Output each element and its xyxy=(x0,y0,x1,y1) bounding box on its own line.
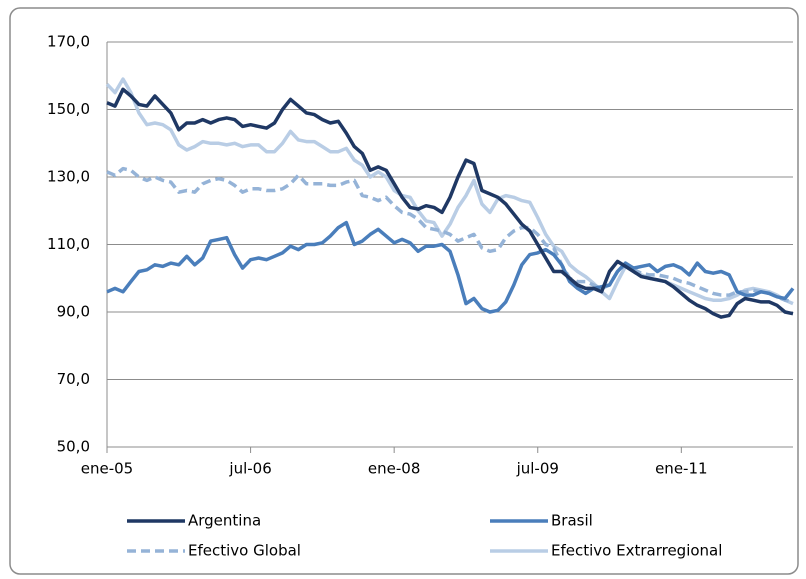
series-line xyxy=(106,166,794,304)
legend-label: Argentina xyxy=(188,512,261,530)
x-tick-label: ene-05 xyxy=(81,460,133,478)
x-tick-label: ene-08 xyxy=(368,460,420,478)
legend-label: Efectivo Global xyxy=(188,542,301,560)
chart-frame xyxy=(9,7,799,575)
x-tick-label: ene-11 xyxy=(655,460,707,478)
y-tick-label: 50,0 xyxy=(57,438,90,456)
legend-label: Brasil xyxy=(551,512,593,530)
y-tick-label: 90,0 xyxy=(57,303,90,321)
y-tick-label: 70,0 xyxy=(57,370,90,388)
series-line xyxy=(106,87,794,319)
y-tick-label: 150,0 xyxy=(47,100,90,118)
y-tick-label: 170,0 xyxy=(47,33,90,51)
y-tick-label: 130,0 xyxy=(47,168,90,186)
legend-label: Efectivo Extrarregional xyxy=(551,542,722,560)
x-tick-label: jul-06 xyxy=(228,460,271,478)
series-line xyxy=(106,220,795,314)
series-line xyxy=(105,77,794,306)
y-tick-label: 110,0 xyxy=(47,235,90,253)
x-tick-label: jul-09 xyxy=(516,460,559,478)
